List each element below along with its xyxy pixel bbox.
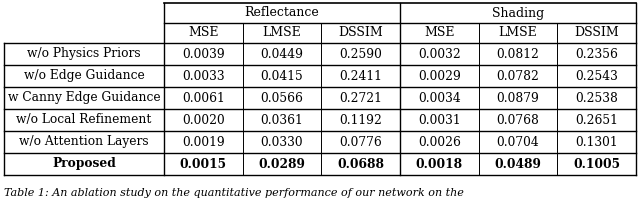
Text: w/o Local Refinement: w/o Local Refinement xyxy=(16,114,152,127)
Text: LMSE: LMSE xyxy=(262,26,301,39)
Text: 0.0034: 0.0034 xyxy=(418,92,461,105)
Text: w Canny Edge Guidance: w Canny Edge Guidance xyxy=(8,92,160,105)
Text: 0.0879: 0.0879 xyxy=(497,92,540,105)
Text: Reflectance: Reflectance xyxy=(244,7,319,20)
Text: 0.2356: 0.2356 xyxy=(575,47,618,60)
Text: 0.0032: 0.0032 xyxy=(418,47,461,60)
Text: Shading: Shading xyxy=(492,7,544,20)
Text: 0.0018: 0.0018 xyxy=(416,157,463,170)
Text: 0.0449: 0.0449 xyxy=(260,47,303,60)
Text: 0.2538: 0.2538 xyxy=(575,92,618,105)
Text: DSSIM: DSSIM xyxy=(339,26,383,39)
Text: 0.0026: 0.0026 xyxy=(418,135,461,148)
Text: 0.0330: 0.0330 xyxy=(260,135,303,148)
Text: 0.0029: 0.0029 xyxy=(418,69,461,82)
Text: 0.0019: 0.0019 xyxy=(182,135,225,148)
Text: 0.0361: 0.0361 xyxy=(260,114,303,127)
Text: 0.2543: 0.2543 xyxy=(575,69,618,82)
Text: 0.0033: 0.0033 xyxy=(182,69,225,82)
Text: 0.0688: 0.0688 xyxy=(337,157,384,170)
Text: 0.1192: 0.1192 xyxy=(339,114,382,127)
Text: 0.0489: 0.0489 xyxy=(495,157,541,170)
Text: 0.0031: 0.0031 xyxy=(418,114,461,127)
Text: 0.0566: 0.0566 xyxy=(260,92,303,105)
Text: 0.0015: 0.0015 xyxy=(180,157,227,170)
Text: w/o Attention Layers: w/o Attention Layers xyxy=(19,135,149,148)
Text: 0.2411: 0.2411 xyxy=(339,69,382,82)
Text: 0.0812: 0.0812 xyxy=(497,47,540,60)
Text: 0.2590: 0.2590 xyxy=(339,47,382,60)
Text: LMSE: LMSE xyxy=(499,26,538,39)
Text: 0.0039: 0.0039 xyxy=(182,47,225,60)
Text: 0.0782: 0.0782 xyxy=(497,69,540,82)
Text: w/o Physics Priors: w/o Physics Priors xyxy=(27,47,141,60)
Text: w/o Edge Guidance: w/o Edge Guidance xyxy=(24,69,145,82)
Text: Proposed: Proposed xyxy=(52,157,116,170)
Text: 0.2651: 0.2651 xyxy=(575,114,618,127)
Text: 0.0289: 0.0289 xyxy=(259,157,305,170)
Text: 0.0020: 0.0020 xyxy=(182,114,225,127)
Text: Table 1: An ablation study on the quantitative performance of our network on the: Table 1: An ablation study on the quanti… xyxy=(4,188,464,198)
Text: 0.0704: 0.0704 xyxy=(497,135,540,148)
Text: 0.0415: 0.0415 xyxy=(260,69,303,82)
Text: 0.0061: 0.0061 xyxy=(182,92,225,105)
Text: 0.1301: 0.1301 xyxy=(575,135,618,148)
Text: 0.1005: 0.1005 xyxy=(573,157,620,170)
Text: MSE: MSE xyxy=(188,26,219,39)
Text: 0.0776: 0.0776 xyxy=(339,135,382,148)
Text: DSSIM: DSSIM xyxy=(574,26,619,39)
Text: 0.2721: 0.2721 xyxy=(339,92,382,105)
Text: MSE: MSE xyxy=(424,26,454,39)
Text: 0.0768: 0.0768 xyxy=(497,114,540,127)
